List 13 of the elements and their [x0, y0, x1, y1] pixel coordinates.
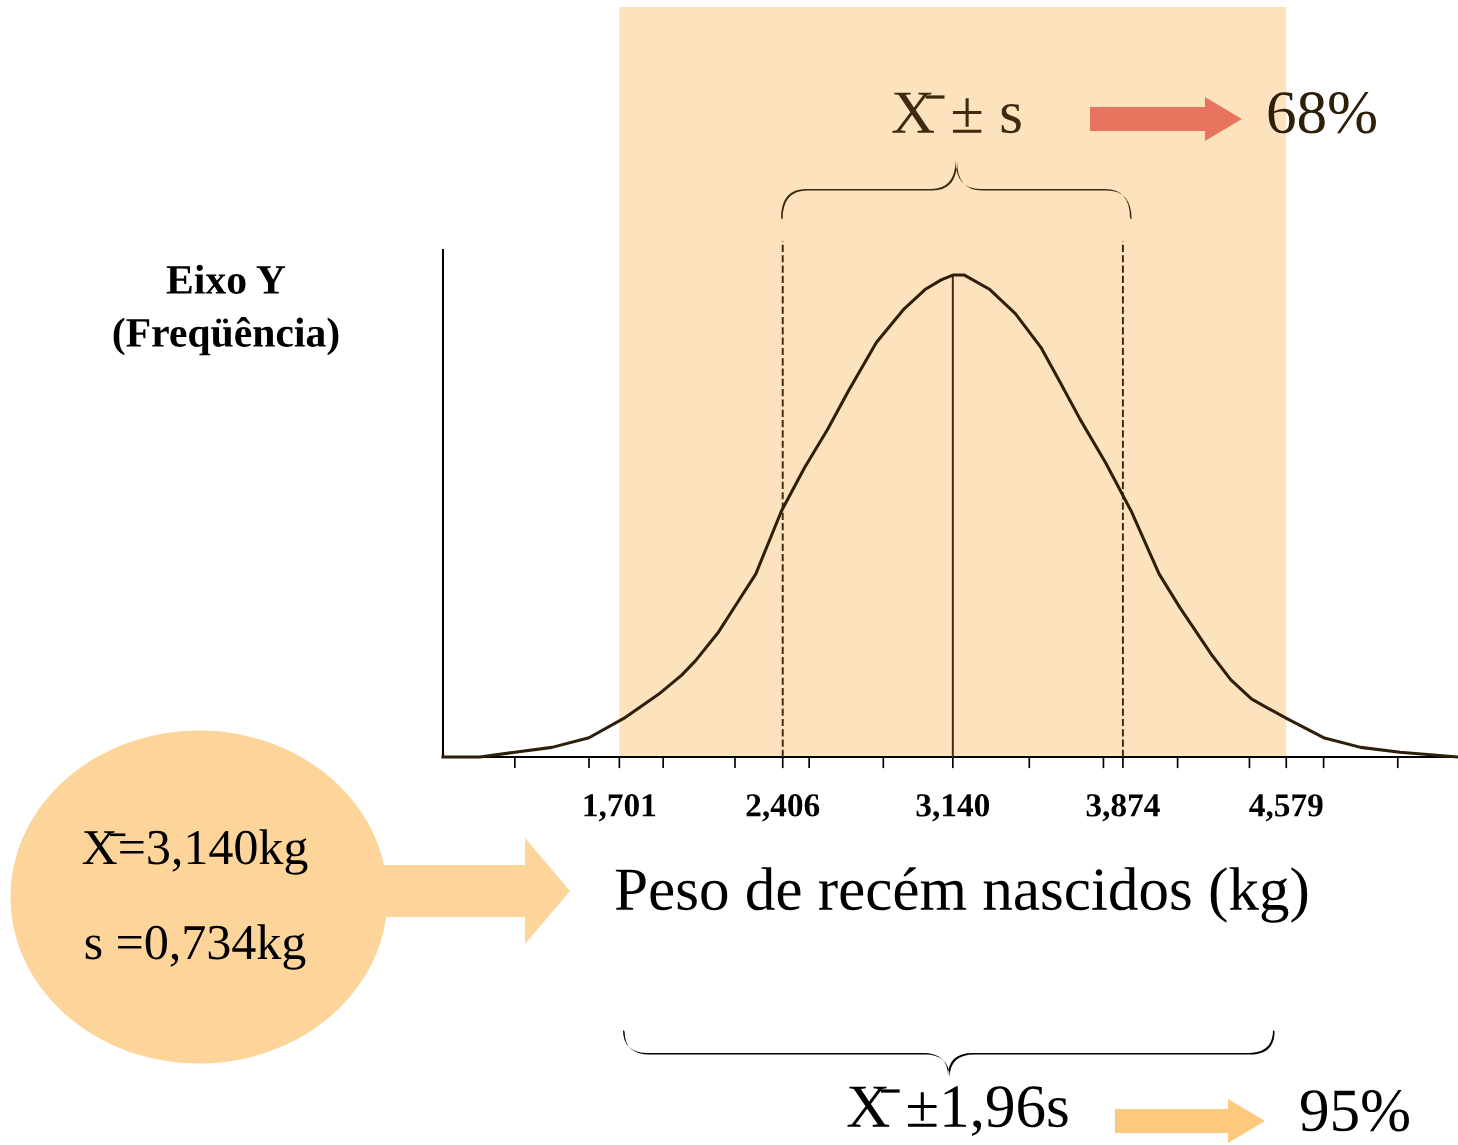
text: X̄=3,140kg	[82, 829, 308, 875]
x-tick-label: 4,579	[1249, 794, 1323, 822]
x-tick-label: 1,701	[584, 794, 656, 822]
text: X̄ ±1,96s	[847, 1086, 1068, 1137]
x-tick-label: 3,140	[916, 794, 990, 822]
x-tick-label: 2,406	[746, 794, 820, 822]
text: 68%	[1268, 92, 1376, 134]
text: s =0,734kg	[85, 924, 306, 970]
y-axis-title: Eixo Y (Freqüência)	[113, 264, 339, 356]
x-tick-label: 3,874	[1086, 794, 1160, 822]
x-axis-title: Peso de recém nascidos (kg)	[615, 867, 1308, 923]
text: X̄ ± s	[892, 92, 1021, 134]
text: 95%	[1300, 1090, 1409, 1132]
